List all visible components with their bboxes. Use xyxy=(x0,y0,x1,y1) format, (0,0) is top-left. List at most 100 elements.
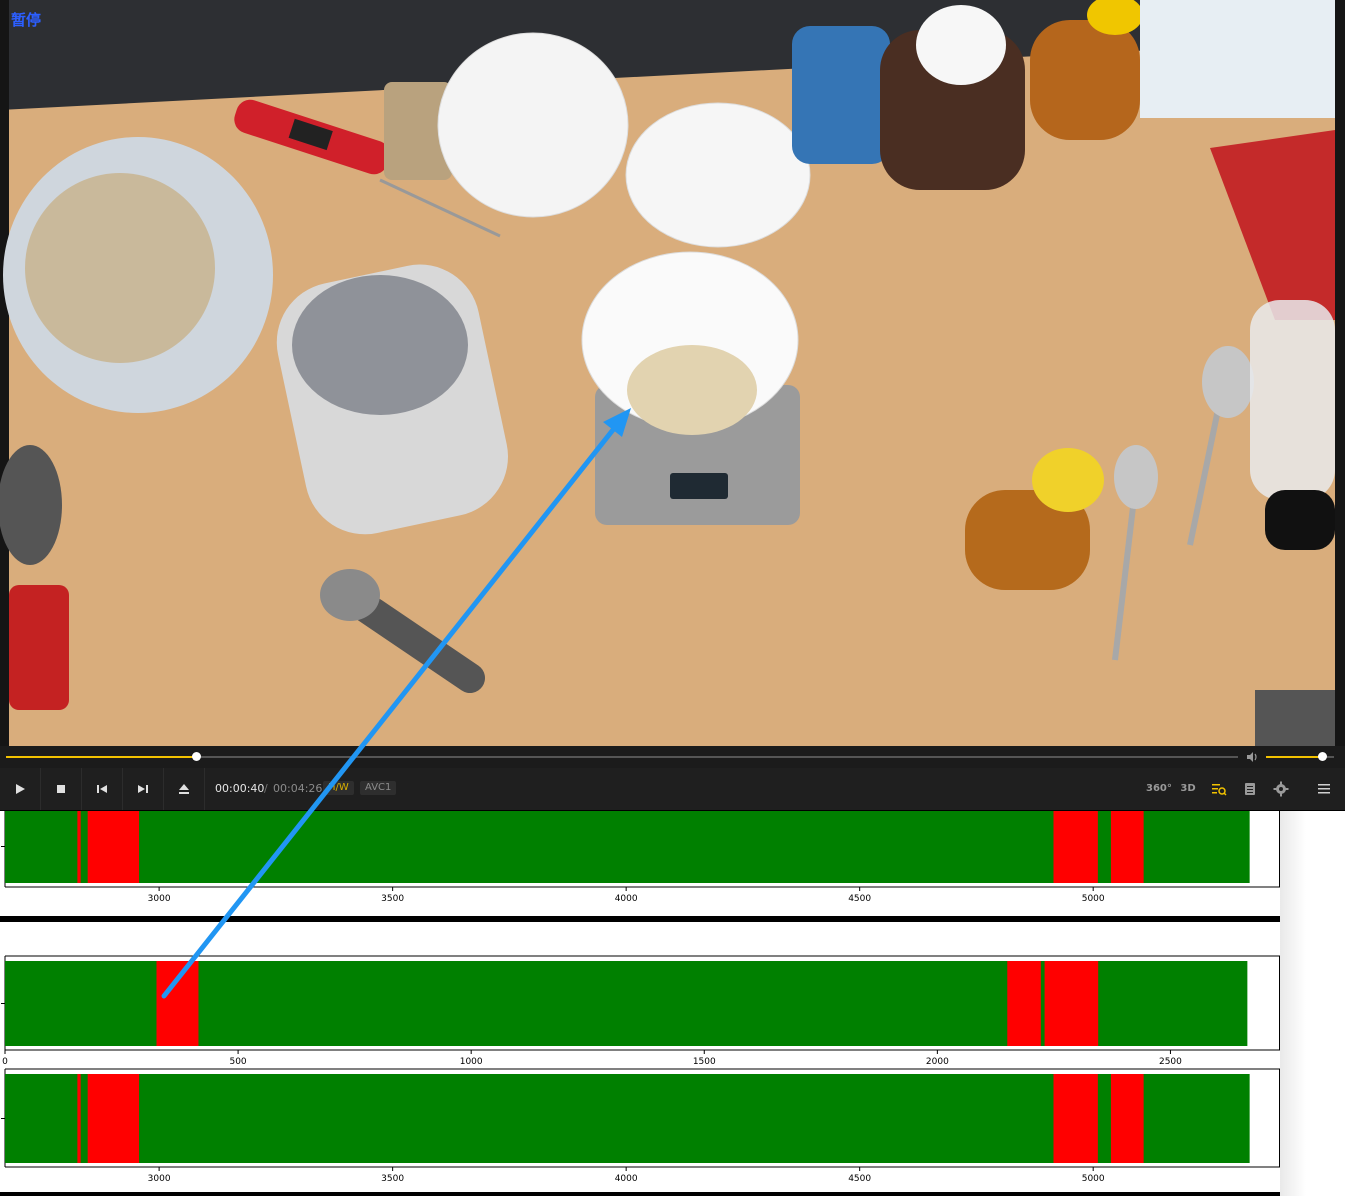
stop-button[interactable] xyxy=(41,768,82,810)
bowl xyxy=(625,102,811,248)
play-button[interactable] xyxy=(0,768,41,810)
x-tick-label-2-1: 3500 xyxy=(381,1174,404,1184)
thermometer-display xyxy=(288,118,333,151)
honey-bear-2 xyxy=(965,490,1090,590)
x-tick-label-2-4: 5000 xyxy=(1082,1174,1105,1184)
timeline-segment-2-1 xyxy=(87,1074,140,1163)
nutella-lid xyxy=(916,5,1006,85)
bottom-border xyxy=(0,1192,1280,1196)
metal-bowl xyxy=(0,445,62,565)
spoon-2 xyxy=(1187,399,1223,546)
skip-previous-icon xyxy=(97,785,107,793)
seek-track[interactable] xyxy=(6,752,1238,761)
chapter-button[interactable] xyxy=(1239,779,1261,799)
seek-thumb[interactable] xyxy=(191,752,201,761)
timeline-segment-1-1 xyxy=(1007,961,1041,1046)
x-tick-label-1-4: 2000 xyxy=(926,1057,949,1067)
total-duration: 00:04:26 xyxy=(273,782,323,795)
time-separator: / xyxy=(264,782,268,795)
timeline-segment-0-1 xyxy=(87,811,140,883)
figure-separator xyxy=(0,916,1280,922)
pause-status-label: 暂停 xyxy=(11,11,42,29)
honey-cap-2 xyxy=(1032,448,1104,512)
measuring-cup xyxy=(1250,300,1335,500)
left-border xyxy=(0,0,9,746)
x-tick-label-0-0: 3000 xyxy=(148,894,171,904)
spoon-bowl xyxy=(320,569,380,621)
stop-icon xyxy=(57,785,65,793)
eject-button[interactable] xyxy=(164,768,205,810)
cup-handle xyxy=(1265,490,1335,550)
bowl-stack xyxy=(437,32,629,218)
panel-edge xyxy=(1280,811,1345,1196)
playlist-button[interactable] xyxy=(1208,779,1230,799)
raisin-box xyxy=(9,585,69,710)
play-icon xyxy=(16,784,25,794)
playlist-search-icon xyxy=(1212,784,1227,796)
hamburger-menu-icon xyxy=(1318,784,1330,794)
table-leg xyxy=(1255,690,1335,746)
volume-slider[interactable] xyxy=(1266,752,1334,761)
volume-thumb[interactable] xyxy=(1318,752,1328,761)
video-frame[interactable]: 暂停 xyxy=(0,0,1345,746)
x-tick-label-2-3: 4500 xyxy=(848,1174,871,1184)
previous-button[interactable] xyxy=(82,768,123,810)
banana-chips xyxy=(25,173,215,363)
volume-fill xyxy=(1266,756,1323,758)
honey-cap xyxy=(1087,0,1143,35)
timeline-segment-0-3 xyxy=(1110,811,1144,883)
3d-label: 3D xyxy=(1180,783,1196,794)
vr-360-label: 360° xyxy=(1146,783,1172,794)
spoon-1-head xyxy=(1114,445,1158,509)
timeline-segment-1-0 xyxy=(156,961,199,1046)
x-tick-label-1-5: 2500 xyxy=(1159,1057,1182,1067)
timeline-segment-0-0 xyxy=(77,811,81,883)
volume-icon[interactable] xyxy=(1246,750,1260,764)
fridge-jug xyxy=(1140,0,1335,118)
seek-fill xyxy=(6,756,196,758)
oats xyxy=(627,345,757,435)
x-tick-label-0-4: 5000 xyxy=(1082,894,1105,904)
codec-badge[interactable]: AVC1 xyxy=(360,781,397,795)
next-button[interactable] xyxy=(123,768,164,810)
vr-360-button[interactable]: 360° xyxy=(1146,779,1172,799)
scale-display xyxy=(670,473,728,499)
thermometer-probe xyxy=(379,178,501,238)
eject-icon xyxy=(179,784,189,794)
hardware-decode-badge[interactable]: H/W xyxy=(323,781,354,795)
video-scene xyxy=(0,0,1345,746)
x-tick-label-0-1: 3500 xyxy=(381,894,404,904)
3d-button[interactable]: 3D xyxy=(1177,779,1199,799)
x-tick-label-1-0: 0 xyxy=(2,1057,8,1067)
timeline-segment-2-3 xyxy=(1110,1074,1144,1163)
timeline-bar-2 xyxy=(5,1074,1250,1163)
spoon-1 xyxy=(1112,489,1138,661)
timeline-segment-2-2 xyxy=(1053,1074,1098,1163)
chapter-icon xyxy=(1245,783,1255,795)
right-border xyxy=(1335,0,1345,746)
blue-mug xyxy=(792,26,890,164)
seek-bar[interactable] xyxy=(0,746,1345,768)
menu-button[interactable] xyxy=(1313,779,1335,799)
segment-timeline-charts: 3000 3500 4000 4500 5000 0 500 1000 1500 2000 2500… xyxy=(0,811,1280,1184)
spoon-2-head xyxy=(1202,346,1254,418)
current-time: 00:00:40 xyxy=(215,782,265,795)
settings-button[interactable] xyxy=(1270,779,1292,799)
timeline-segment-1-2 xyxy=(1044,961,1099,1046)
player-control-bar: 00:00:40 / 00:04:26 H/W AVC1 360° 3D xyxy=(0,768,1345,811)
x-tick-label-1-3: 1500 xyxy=(693,1057,716,1067)
canister-lid xyxy=(292,275,468,415)
honey-bear xyxy=(1030,20,1140,140)
small-jar xyxy=(384,82,452,180)
cutting-board xyxy=(1210,130,1335,320)
x-tick-label-2-2: 4000 xyxy=(615,1174,638,1184)
timeline-segment-2-0 xyxy=(77,1074,81,1163)
x-tick-label-0-2: 4000 xyxy=(615,894,638,904)
x-tick-label-2-0: 3000 xyxy=(148,1174,171,1184)
x-tick-label-0-3: 4500 xyxy=(848,894,871,904)
x-tick-label-1-2: 1000 xyxy=(460,1057,483,1067)
x-tick-label-1-1: 500 xyxy=(229,1057,246,1067)
timeline-segment-0-2 xyxy=(1053,811,1098,883)
gear-icon xyxy=(1273,781,1289,797)
skip-next-icon xyxy=(138,785,148,793)
